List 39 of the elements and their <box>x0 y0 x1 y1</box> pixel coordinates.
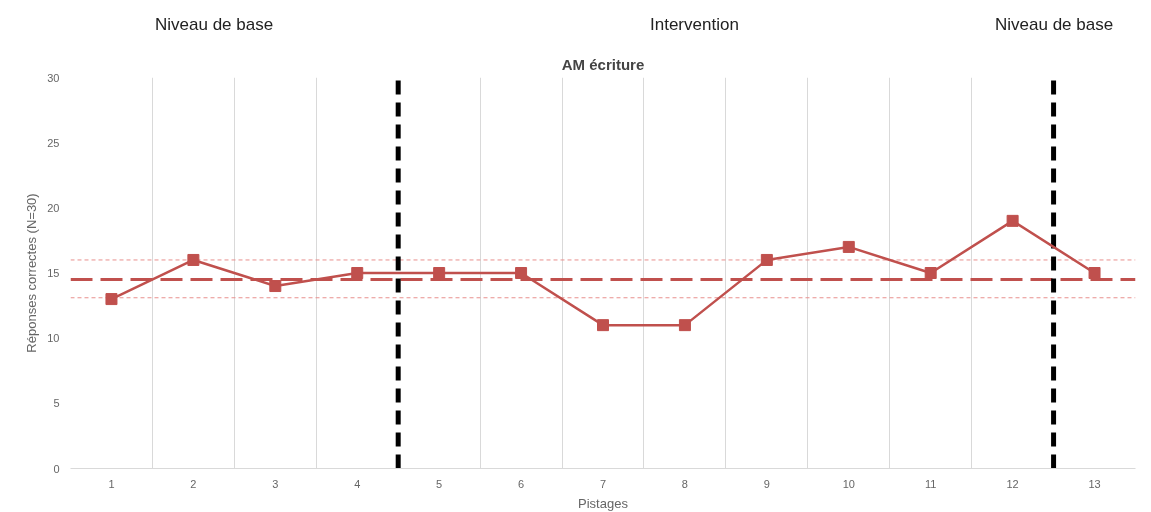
y-tick-label: 15 <box>47 267 60 279</box>
point <box>105 293 118 306</box>
point <box>842 240 855 253</box>
x-tick-label: 7 <box>599 477 607 490</box>
point <box>678 319 691 332</box>
y-tick-label: 10 <box>47 332 60 345</box>
point <box>515 267 528 279</box>
x-tick-label: 12 <box>1006 477 1019 490</box>
x-tick-label: 13 <box>1088 477 1101 490</box>
y-tick-label: 5 <box>53 397 60 410</box>
x-tick-label: 8 <box>681 477 688 490</box>
point <box>924 267 937 279</box>
point <box>351 267 364 279</box>
text: Intervention <box>650 14 739 36</box>
point <box>597 319 609 332</box>
x-tick-label: 3 <box>272 477 279 490</box>
point <box>1088 267 1101 279</box>
x-tick-label: 10 <box>842 477 855 490</box>
x-tick-label: 4 <box>354 477 361 490</box>
text: Niveau de base <box>155 14 274 36</box>
x-tick-label: 1 <box>108 477 115 490</box>
point <box>1006 214 1019 227</box>
point <box>269 280 282 293</box>
text: Niveau de base <box>995 14 1114 36</box>
point <box>760 253 773 266</box>
chart-title: AM écriture <box>561 55 645 73</box>
y-axis-title: Réponses correctes (N=30) <box>24 193 40 353</box>
y-tick-label: 0 <box>53 462 60 475</box>
x-tick-label: 9 <box>763 477 770 490</box>
x-tick-label: 5 <box>436 477 443 490</box>
point <box>187 253 200 266</box>
y-tick-label: 25 <box>47 136 60 149</box>
y-tick-label: 20 <box>47 201 60 214</box>
x-axis-title: Pistages <box>578 495 629 511</box>
x-tick-label: 2 <box>190 477 197 490</box>
y-tick-label: 30 <box>47 71 60 84</box>
x-tick-label: 6 <box>518 477 525 490</box>
point <box>433 267 446 279</box>
x-tick-label: 11 <box>924 477 937 490</box>
